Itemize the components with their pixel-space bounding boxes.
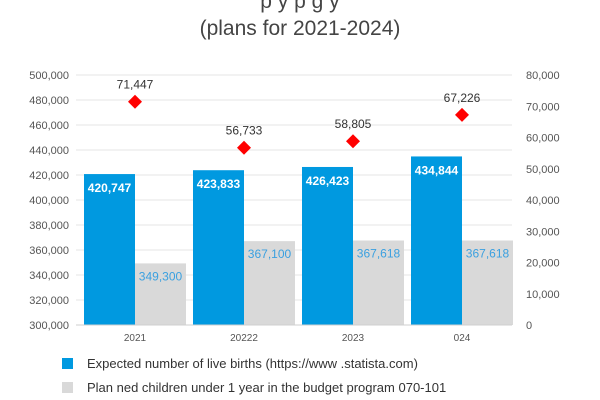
- y-right-tick-label: 20,000: [526, 258, 560, 270]
- bar-live-births: [411, 156, 462, 325]
- y-right-tick-label: 30,000: [526, 226, 560, 238]
- marker-diamond: [346, 134, 360, 149]
- y-right-tick-label: 40,000: [526, 195, 560, 207]
- chart-title-line-1: p y p g y: [260, 0, 340, 13]
- marker-value-label: 56,733: [226, 124, 263, 138]
- x-tick-label: 024: [454, 333, 471, 344]
- y-right-tick-label: 50,000: [526, 164, 560, 176]
- chart-title-line-2: (plans for 2021-2024): [199, 17, 401, 40]
- bar-planned-children: [353, 240, 404, 325]
- legend-label-live-births: Expected number of live births (https://…: [87, 356, 418, 371]
- bar-value-label-planned-children: 349,300: [139, 269, 183, 283]
- marker-diamond: [237, 140, 251, 155]
- marker-value-label: 67,226: [444, 91, 481, 105]
- y-left-tick-label: 300,000: [29, 320, 69, 332]
- marker-diamond: [455, 107, 469, 122]
- y-left-tick-label: 360,000: [29, 245, 69, 257]
- bar-planned-children: [462, 240, 513, 325]
- x-tick-label: 2023: [342, 333, 365, 344]
- x-tick-label: 2021: [124, 333, 147, 344]
- legend-swatch-grey: [62, 382, 73, 393]
- marker-value-label: 71,447: [117, 78, 154, 92]
- bar-planned-children: [244, 241, 295, 325]
- legend-label-planned-children: Plan ned children under 1 year in the bu…: [87, 380, 447, 395]
- bar-value-label-live-births: 434,844: [415, 163, 459, 177]
- y-right-tick-label: 10,000: [526, 289, 560, 301]
- y-right-tick-label: 60,000: [526, 133, 560, 145]
- y-right-tick-label: 70,000: [526, 101, 560, 113]
- legend-item-live-births: Expected number of live births (https://…: [62, 356, 418, 371]
- y-left-tick-label: 380,000: [29, 220, 69, 232]
- y-left-tick-label: 440,000: [29, 145, 69, 157]
- y-left-tick-label: 500,000: [29, 70, 69, 82]
- bar-value-label-planned-children: 367,100: [248, 247, 292, 261]
- bar-value-label-planned-children: 367,618: [466, 246, 510, 260]
- chart-title: p y p g y (plans for 2021-2024): [0, 0, 600, 42]
- bar-value-label-live-births: 423,833: [197, 177, 241, 191]
- marker-value-label: 58,805: [335, 117, 372, 131]
- y-left-tick-label: 460,000: [29, 120, 69, 132]
- y-left-tick-label: 320,000: [29, 295, 69, 307]
- x-tick-label: 20222: [230, 333, 258, 344]
- bar-value-label-live-births: 420,747: [88, 181, 132, 195]
- marker-diamond: [128, 94, 142, 109]
- bar-live-births: [84, 174, 135, 325]
- y-right-tick-label: 80,000: [526, 70, 560, 82]
- bar-planned-children: [135, 263, 186, 325]
- bar-value-label-live-births: 426,423: [306, 174, 350, 188]
- bar-value-label-planned-children: 367,618: [357, 246, 401, 260]
- y-left-tick-label: 420,000: [29, 170, 69, 182]
- bar-live-births: [193, 170, 244, 325]
- legend-item-planned-children: Plan ned children under 1 year in the bu…: [62, 380, 446, 395]
- legend-swatch-blue: [62, 358, 73, 369]
- bar-live-births: [302, 166, 353, 325]
- y-right-tick-label: 0: [526, 320, 532, 332]
- y-left-tick-label: 480,000: [29, 95, 69, 107]
- y-left-tick-label: 340,000: [29, 270, 69, 282]
- y-left-tick-label: 400,000: [29, 195, 69, 207]
